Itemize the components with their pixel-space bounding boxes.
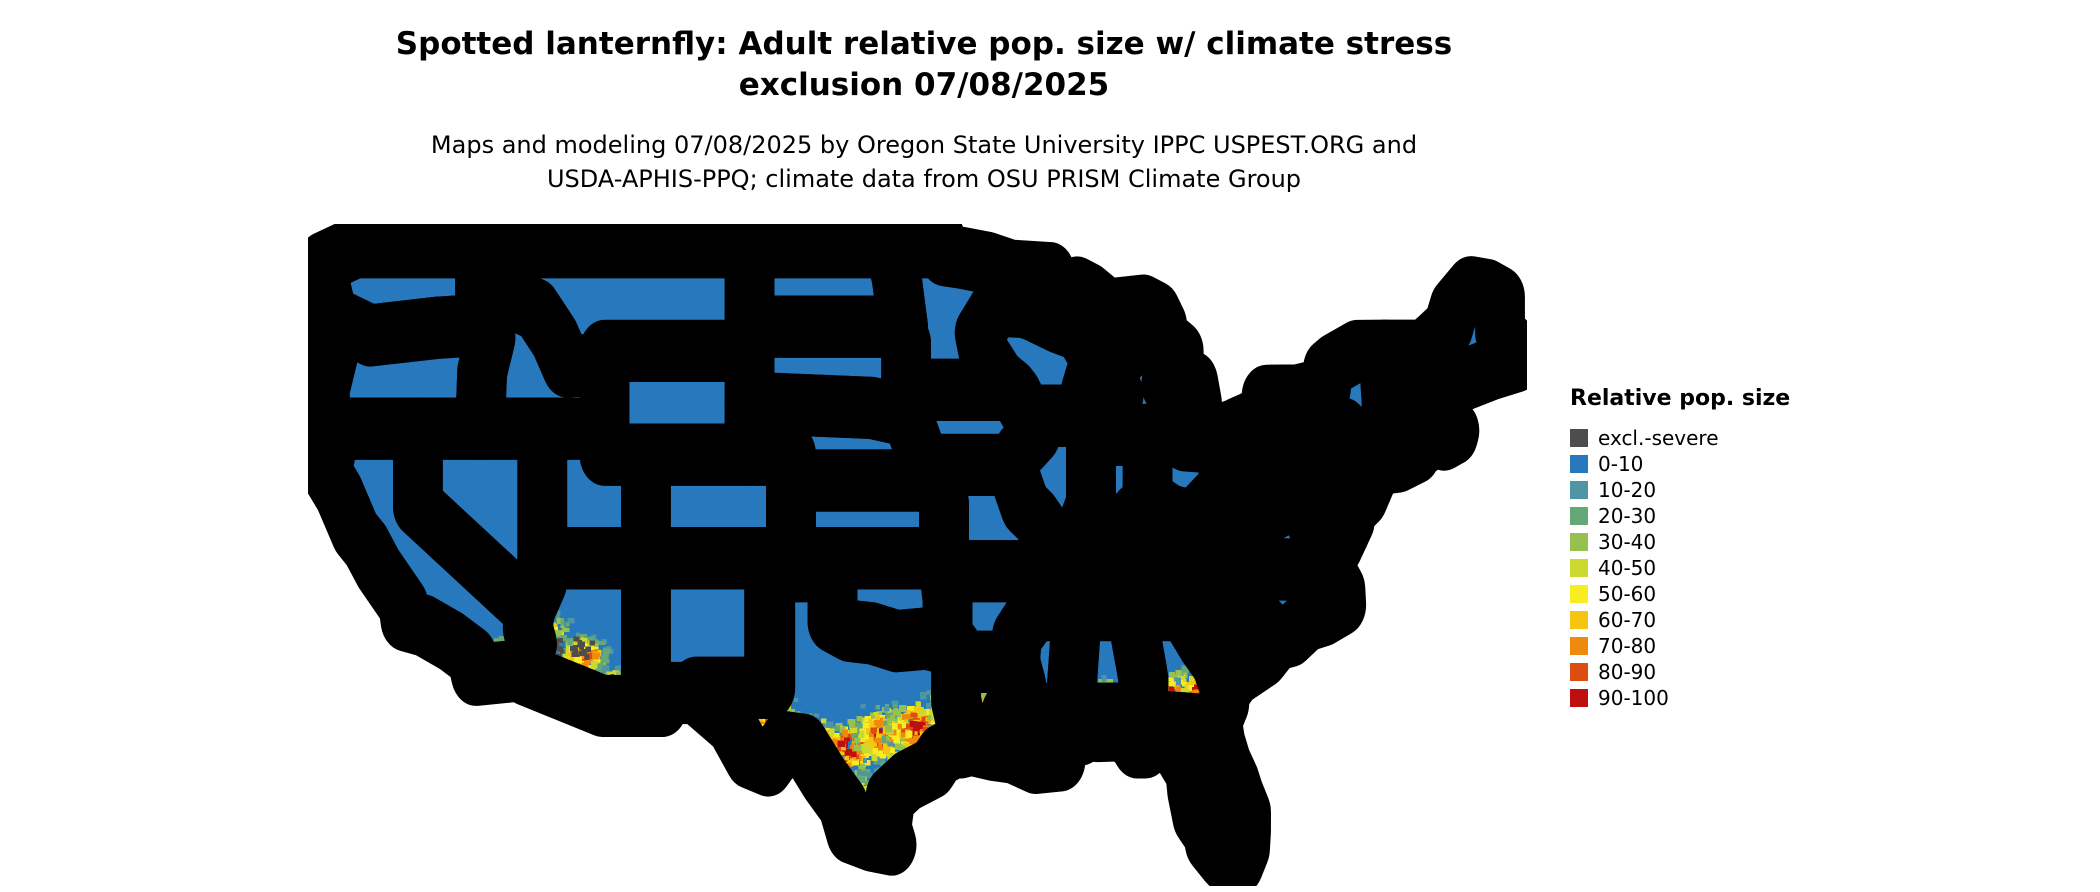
legend-item-40-50: 40-50 <box>1570 555 1790 581</box>
legend-label: 10-20 <box>1598 478 1657 502</box>
title-block: Spotted lanternfly: Adult relative pop. … <box>0 24 1848 196</box>
legend-item-80-90: 80-90 <box>1570 659 1790 685</box>
us-map <box>308 224 1527 886</box>
legend-label: 70-80 <box>1598 634 1657 658</box>
legend-label: 30-40 <box>1598 530 1657 554</box>
legend-label: 20-30 <box>1598 504 1657 528</box>
legend-swatch <box>1570 533 1588 551</box>
legend-label: 60-70 <box>1598 608 1657 632</box>
legend-item-0-10: 0-10 <box>1570 451 1790 477</box>
legend-label: 80-90 <box>1598 660 1657 684</box>
state-borders-layer <box>323 237 1517 865</box>
legend-swatch <box>1570 637 1588 655</box>
legend-item-10-20: 10-20 <box>1570 477 1790 503</box>
legend-label: excl.-severe <box>1598 426 1719 450</box>
legend: Relative pop. size excl.-severe 0-10 10-20… <box>1570 386 1790 711</box>
legend-swatch <box>1570 481 1588 499</box>
legend-item-excl.-severe: excl.-severe <box>1570 425 1790 451</box>
legend-item-70-80: 70-80 <box>1570 633 1790 659</box>
legend-swatch <box>1570 429 1588 447</box>
legend-label: 90-100 <box>1598 686 1669 710</box>
legend-swatch <box>1570 559 1588 577</box>
legend-item-50-60: 50-60 <box>1570 581 1790 607</box>
legend-label: 50-60 <box>1598 582 1657 606</box>
legend-swatch <box>1570 663 1588 681</box>
legend-swatch <box>1570 455 1588 473</box>
legend-item-30-40: 30-40 <box>1570 529 1790 555</box>
legend-label: 40-50 <box>1598 556 1657 580</box>
legend-item-60-70: 60-70 <box>1570 607 1790 633</box>
page-title: Spotted lanternfly: Adult relative pop. … <box>0 24 1848 106</box>
legend-swatch <box>1570 689 1588 707</box>
legend-title: Relative pop. size <box>1570 386 1791 411</box>
title-line-2: exclusion 07/08/2025 <box>738 67 1110 103</box>
legend-label: 0-10 <box>1598 452 1644 476</box>
legend-item-20-30: 20-30 <box>1570 503 1790 529</box>
page-subtitle: Maps and modeling 07/08/2025 by Oregon S… <box>0 128 1848 196</box>
legend-swatch <box>1570 585 1588 603</box>
legend-swatch <box>1570 507 1588 525</box>
subtitle-line-1: Maps and modeling 07/08/2025 by Oregon S… <box>430 131 1418 159</box>
legend-items: excl.-severe 0-10 10-20 20-30 30-40 40-50 50-6… <box>1570 425 1790 711</box>
legend-item-90-100: 90-100 <box>1570 685 1790 711</box>
map-container <box>308 224 1527 886</box>
legend-swatch <box>1570 611 1588 629</box>
subtitle-line-2: USDA-APHIS-PPQ; climate data from OSU PR… <box>546 165 1302 193</box>
title-line-1: Spotted lanternfly: Adult relative pop. … <box>395 26 1453 62</box>
